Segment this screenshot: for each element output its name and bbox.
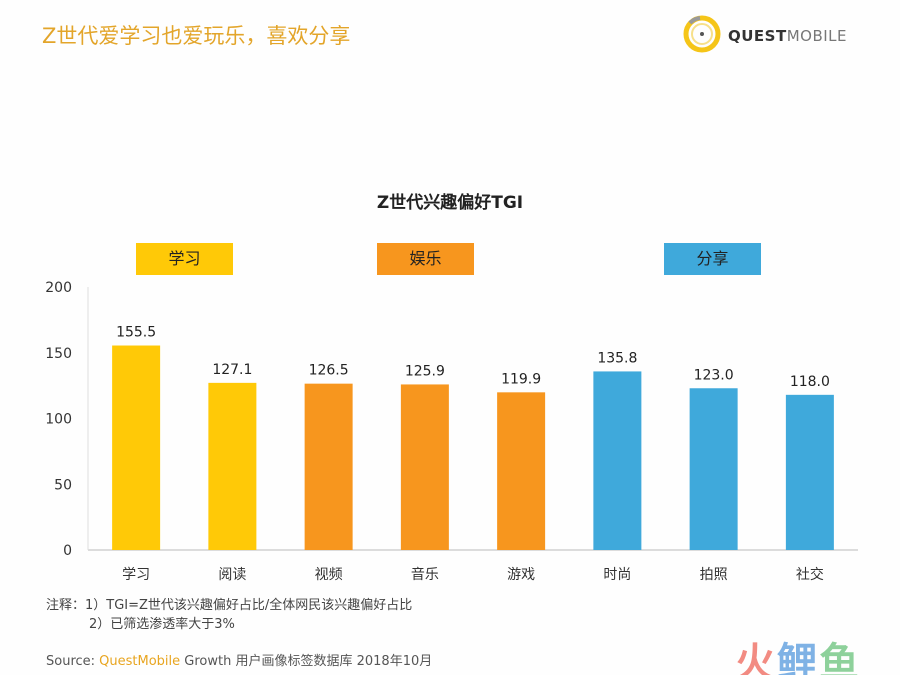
- y-tick-label: 100: [45, 412, 72, 428]
- y-tick-label: 150: [45, 346, 72, 362]
- bar-4: [400, 384, 449, 550]
- x-tick-label: 阅读: [218, 566, 246, 583]
- group-label-study: 学习: [136, 243, 233, 275]
- notes: 注释：1）TGI=Z世代该兴趣偏好占比/全体网民该兴趣偏好占比 2）已筛选渗透率…: [46, 596, 412, 634]
- x-tick-label: 游戏: [507, 567, 535, 583]
- x-tick-label: 学习: [122, 567, 150, 583]
- x-tick-label: 音乐: [411, 566, 439, 583]
- bar-8: [785, 394, 834, 550]
- data-label: 135.8: [597, 350, 637, 366]
- note-line-1: 注释：1）TGI=Z世代该兴趣偏好占比/全体网民该兴趣偏好占比: [46, 598, 413, 613]
- chart-title: Z世代兴趣偏好TGI: [376, 193, 524, 213]
- y-tick-label: 200: [45, 280, 72, 296]
- bar-6: [593, 371, 642, 550]
- data-label: 125.9: [405, 363, 445, 379]
- y-tick-label: 50: [54, 477, 72, 493]
- data-label: 127.1: [212, 362, 252, 378]
- x-tick-label: 时尚: [603, 567, 631, 583]
- page-title: Z世代爱学习也爱玩乐，喜欢分享: [42, 24, 351, 48]
- data-label: 119.9: [501, 371, 541, 387]
- source: Source: QuestMobile Growth 用户画像标签数据库 201…: [46, 654, 433, 669]
- y-tick-label: 0: [63, 543, 72, 559]
- note-line-2: 2）已筛选渗透率大于3%: [89, 617, 235, 632]
- bar-1: [112, 345, 161, 550]
- group-label-share: 分享: [664, 243, 761, 275]
- bar-7: [689, 388, 738, 550]
- questmobile-logo-icon: [683, 15, 721, 53]
- x-tick-label: 视频: [315, 567, 343, 583]
- data-label: 123.0: [694, 367, 734, 383]
- questmobile-logo: QUESTMOBILE: [682, 14, 872, 54]
- bar-2: [208, 382, 257, 550]
- group-label-entertainment: 娱乐: [377, 243, 474, 275]
- x-tick-label: 社交: [796, 566, 824, 583]
- x-tick-label: 拍照: [700, 567, 728, 583]
- data-label: 155.5: [116, 325, 156, 341]
- bar-5: [497, 392, 546, 550]
- logo-text: QUESTMOBILE: [728, 27, 848, 45]
- watermark-logo: 火鲤鱼: [735, 640, 861, 675]
- source-brand: QuestMobile: [99, 654, 181, 669]
- data-label: 118.0: [790, 374, 830, 390]
- data-label: 126.5: [309, 363, 349, 379]
- bar-3: [304, 383, 353, 550]
